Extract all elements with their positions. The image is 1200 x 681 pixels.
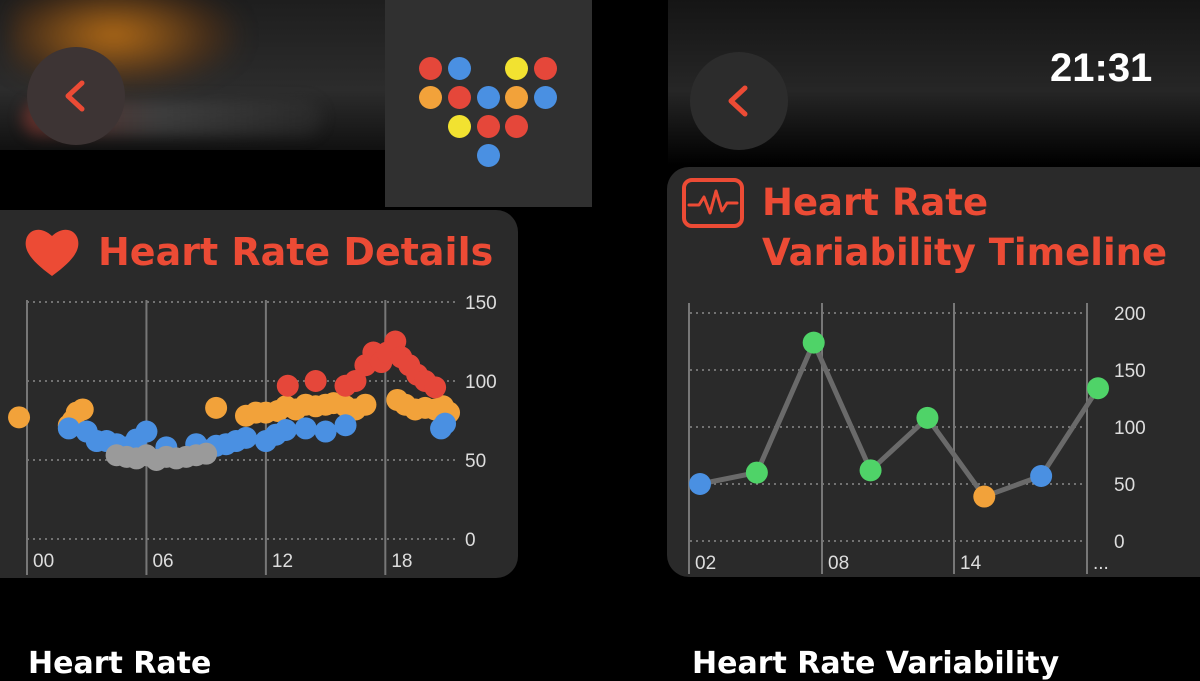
app-icon-dot — [448, 115, 471, 138]
data-point — [314, 420, 337, 443]
heart-rate-card[interactable]: Heart Rate Details 150 100 50 0 00 06 12 18 — [0, 210, 518, 578]
data-point — [344, 370, 367, 392]
app-icon-dot — [448, 57, 471, 80]
app-icon-dot — [534, 57, 557, 80]
data-point — [57, 417, 80, 440]
card-title-line2: Variability Timeline — [762, 231, 1168, 274]
data-point — [859, 459, 882, 482]
x-tick-label: 02 — [695, 553, 716, 574]
app-icon-dot — [505, 115, 528, 138]
app-icon-dot — [448, 86, 471, 109]
app-icon-dot — [505, 86, 528, 109]
y-tick-label: 100 — [465, 372, 497, 393]
data-point — [205, 396, 228, 419]
chevron-left-icon — [65, 80, 85, 112]
data-point — [135, 420, 158, 443]
data-point — [916, 406, 939, 429]
card-title: Heart Rate Details — [98, 230, 494, 274]
data-point — [276, 374, 299, 397]
data-point — [434, 412, 457, 435]
data-point — [8, 406, 31, 429]
data-point — [689, 473, 711, 495]
y-tick-label: 0 — [465, 530, 476, 551]
data-point — [304, 370, 327, 392]
data-point — [334, 414, 357, 437]
y-tick-label: 200 — [1114, 304, 1146, 325]
x-tick-label: 08 — [828, 553, 849, 574]
data-point — [745, 461, 768, 484]
chevron-left-icon — [728, 85, 748, 117]
data-point — [973, 485, 996, 508]
back-button[interactable] — [690, 52, 788, 150]
app-icon-dot — [419, 86, 442, 109]
app-icon-dot — [505, 57, 528, 80]
y-tick-label: 150 — [1114, 361, 1146, 382]
app-icon-dot — [419, 57, 442, 80]
caption-heart-rate: Heart Rate — [28, 646, 212, 681]
card-title-line1: Heart Rate — [762, 181, 989, 224]
data-point — [1030, 465, 1053, 488]
x-tick-label: 12 — [272, 551, 293, 572]
data-point — [234, 426, 257, 449]
heart-icon — [25, 229, 79, 276]
app-icon-dot — [477, 86, 500, 109]
caption-hrv: Heart Rate Variability — [692, 646, 1060, 681]
y-tick-label: 0 — [1114, 532, 1125, 553]
app-icon-dot — [477, 144, 500, 167]
y-tick-label: 50 — [465, 451, 486, 472]
data-point — [294, 417, 317, 440]
x-tick-label: 06 — [152, 551, 173, 572]
y-tick-label: 50 — [1114, 475, 1135, 496]
x-tick-label: 18 — [391, 551, 412, 572]
x-tick-label: 00 — [33, 551, 54, 572]
hrv-chart: 200 150 100 50 0 02 08 14... — [688, 303, 1146, 574]
data-point — [274, 418, 297, 441]
app-icon-dot — [477, 115, 500, 138]
x-tick-label: 14 — [960, 553, 982, 574]
data-point — [354, 393, 377, 416]
waveform-icon — [682, 178, 744, 228]
data-point — [195, 442, 218, 465]
app-icon-dot — [534, 86, 557, 109]
y-tick-label: 150 — [465, 293, 497, 314]
x-tick-label: ... — [1093, 553, 1109, 574]
data-point — [802, 331, 825, 354]
data-point — [1087, 377, 1109, 400]
dot-heart-app-icon — [385, 0, 592, 207]
back-button[interactable] — [27, 47, 125, 145]
status-time: 21:31 — [1050, 46, 1153, 90]
data-point — [424, 376, 447, 399]
hrv-card[interactable]: Heart Rate Variability Timeline 200 150 10… — [667, 167, 1200, 577]
y-tick-label: 100 — [1114, 418, 1146, 439]
